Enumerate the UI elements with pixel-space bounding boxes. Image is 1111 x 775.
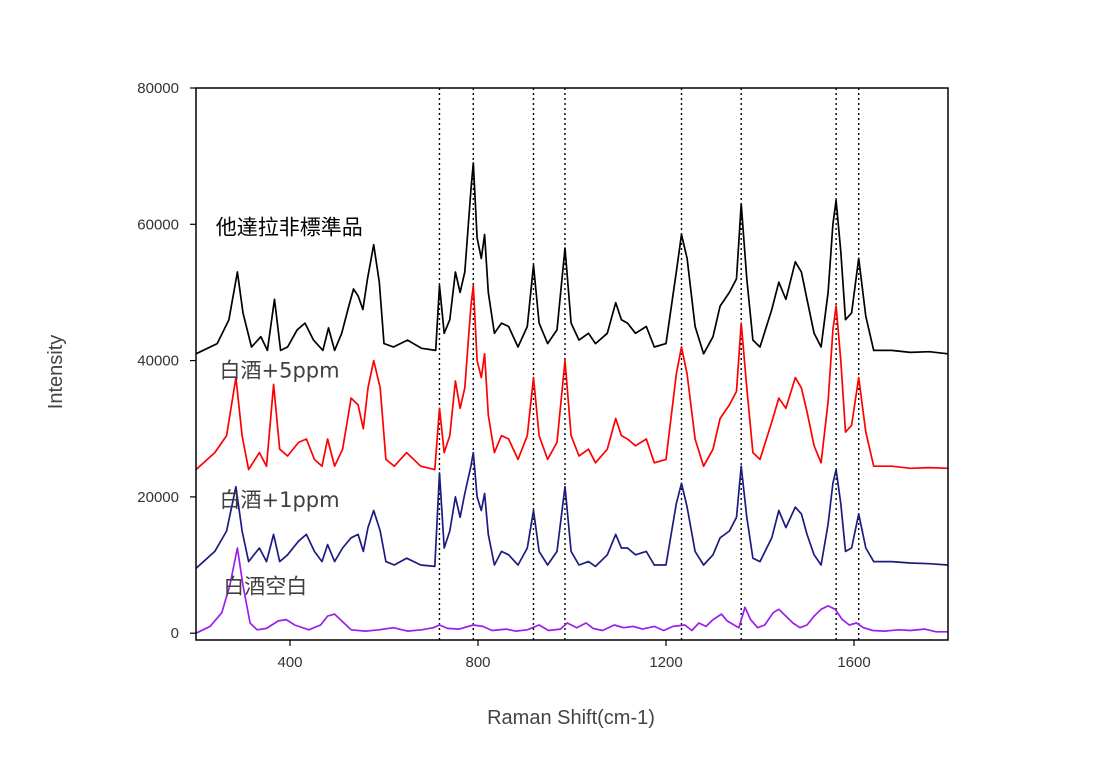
series-line-1 xyxy=(195,284,949,471)
series-line-3 xyxy=(195,547,948,634)
x-tick-label: 1600 xyxy=(837,654,870,671)
series-annotation-1: 白酒+5ppm xyxy=(220,359,340,383)
y-tick-label: 60000 xyxy=(137,216,179,233)
series-layer xyxy=(195,162,949,634)
y-tick-label: 80000 xyxy=(137,80,179,97)
y-axis-title: Intensity xyxy=(45,335,67,409)
x-tick-label: 400 xyxy=(277,654,302,671)
series-annotation-2: 白酒+1ppm xyxy=(220,488,340,512)
x-axis-title: Raman Shift(cm-1) xyxy=(487,707,655,729)
y-tick-label: 0 xyxy=(171,625,179,642)
x-tick-label: 800 xyxy=(465,654,490,671)
y-tick-label: 40000 xyxy=(137,353,179,370)
y-axis-ticks: 0 20000 40000 60000 80000 xyxy=(137,80,196,642)
series-line-2 xyxy=(195,451,949,570)
x-tick-label: 1200 xyxy=(649,654,682,671)
y-tick-label: 20000 xyxy=(137,489,179,506)
reference-lines xyxy=(438,88,860,640)
x-axis-ticks: 400 800 1200 1600 xyxy=(277,640,871,671)
series-line-0 xyxy=(195,162,949,355)
series-annotation-3: 白酒空白 xyxy=(223,575,307,599)
plot-frame xyxy=(195,87,949,641)
series-annotation-0: 他達拉非標準品 xyxy=(216,216,363,240)
